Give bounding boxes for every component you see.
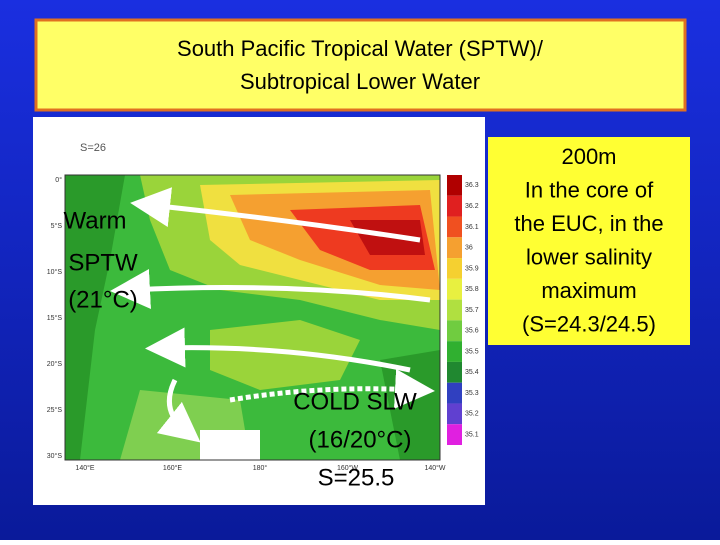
- warm-label: Warm: [63, 207, 126, 234]
- cold-label: (16/20°C): [309, 426, 412, 453]
- lat-label: 0°: [55, 176, 62, 184]
- colorbar-swatch: [447, 341, 462, 362]
- colorbar-label: 36: [465, 245, 473, 252]
- title: South Pacific Tropical Water (SPTW)/: [177, 36, 544, 61]
- lat-label: 5°S: [51, 222, 63, 230]
- lat-label: 30°S: [47, 452, 63, 460]
- colorbar-swatch: [447, 237, 462, 259]
- colorbar-swatch: [447, 175, 462, 196]
- colorbar-swatch: [447, 424, 462, 445]
- colorbar-label: 36.2: [465, 203, 479, 210]
- colorbar-label: 35.3: [465, 390, 479, 397]
- lat-label: 20°S: [47, 360, 63, 368]
- note-line: In the core of: [525, 177, 654, 202]
- map: S=26 0° 5°S 10°S 15°S 20°S 25°S 30°S 140°E 160°…: [33, 117, 485, 505]
- colorbar-swatch: [447, 278, 462, 300]
- lon-label: 160°W: [337, 464, 358, 472]
- lon-label: 140°E: [75, 464, 94, 472]
- lon-label: 180°: [253, 464, 268, 472]
- lat-label: 25°S: [47, 406, 63, 414]
- cold-label: S=25.5: [318, 464, 395, 491]
- lon-label: 140°W: [424, 464, 445, 472]
- warm-label: (21°C): [68, 286, 138, 313]
- colorbar-swatch: [447, 320, 462, 342]
- colorbar-label: 35.4: [465, 369, 479, 376]
- colorbar-swatch: [447, 299, 462, 321]
- note-box: [488, 137, 690, 345]
- lon-label: 160°E: [163, 464, 182, 472]
- colorbar-label: 35.8: [465, 286, 479, 293]
- colorbar-label: 35.7: [465, 307, 479, 314]
- note-line: lower salinity: [526, 244, 652, 269]
- colorbar-label: 35.5: [465, 348, 479, 355]
- colorbar-swatch: [447, 361, 462, 383]
- note-line: maximum: [541, 278, 636, 303]
- colorbar-label: 35.6: [465, 328, 479, 335]
- title: Subtropical Lower Water: [240, 69, 480, 94]
- cold-label: COLD SLW: [293, 388, 417, 415]
- note-line: the EUC, in the: [514, 211, 663, 236]
- colorbar-label: 35.1: [465, 431, 479, 438]
- lat-label: 15°S: [47, 314, 63, 322]
- note-line: 200m: [561, 144, 616, 169]
- colorbar-label: 36.1: [465, 224, 479, 231]
- colorbar-swatch: [447, 258, 462, 279]
- colorbar-swatch: [447, 216, 462, 238]
- colorbar-swatch: [447, 382, 462, 404]
- map-label: S=26: [80, 142, 106, 154]
- colorbar-swatch: [447, 403, 462, 425]
- colorbar-label: 36.3: [465, 182, 479, 189]
- warm-label: SPTW: [68, 249, 138, 276]
- note-line: (S=24.3/24.5): [522, 311, 656, 336]
- colorbar-label: 35.2: [465, 411, 479, 418]
- colorbar-swatch: [447, 195, 462, 217]
- title-box: [34, 18, 687, 112]
- colorbar-label: 35.9: [465, 265, 479, 272]
- lat-label: 10°S: [47, 268, 63, 276]
